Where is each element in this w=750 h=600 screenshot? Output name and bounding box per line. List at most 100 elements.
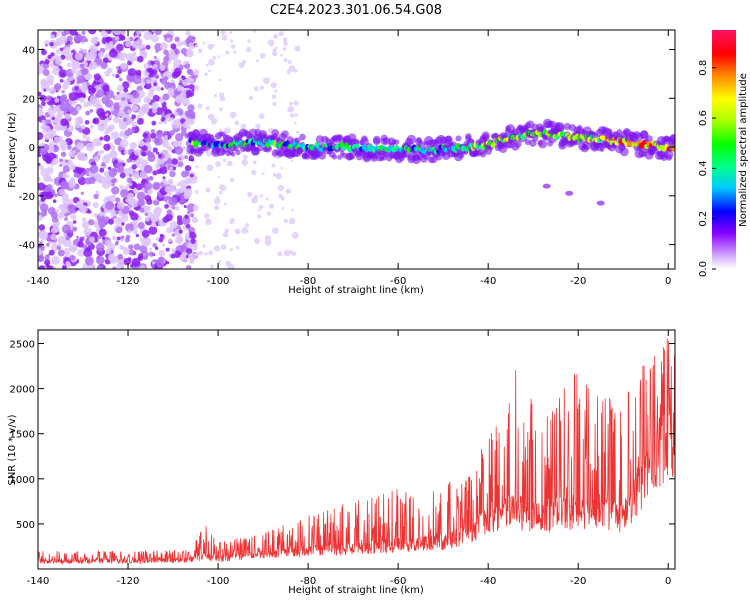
- heatmap-cells: [38, 30, 675, 269]
- heatmap-cell: [183, 204, 187, 209]
- heatmap-cell: [38, 265, 45, 269]
- heatmap-cell: [46, 265, 54, 269]
- heatmap-cell: [354, 139, 360, 145]
- heatmap-cell: [606, 128, 613, 135]
- heatmap-cell: [93, 193, 99, 200]
- heatmap-cell: [79, 63, 85, 69]
- heatmap-cell: [110, 179, 115, 184]
- heatmap-cell: [38, 66, 44, 75]
- heatmap-cell: [151, 120, 157, 126]
- heatmap-cell: [69, 230, 74, 234]
- heatmap-cell: [58, 69, 68, 78]
- heatmap-cell: [103, 153, 111, 161]
- heatmap-cell: [155, 74, 159, 78]
- heatmap-cell: [159, 64, 166, 71]
- heatmap-cell: [168, 238, 173, 243]
- heatmap-cell: [218, 184, 225, 191]
- heatmap-cell: [192, 204, 200, 212]
- heatmap-cell: [271, 94, 277, 99]
- heatmap-cell: [153, 64, 158, 69]
- heatmap-cell: [105, 200, 115, 210]
- heatmap-ytick-label: -20: [19, 192, 35, 203]
- heatmap-cell: [148, 225, 158, 235]
- heatmap-cell: [124, 40, 132, 48]
- heatmap-cell: [125, 223, 135, 233]
- heatmap-cell: [170, 79, 175, 84]
- heatmap-cell: [144, 216, 150, 222]
- heatmap-cell: [92, 117, 100, 125]
- heatmap-cell: [111, 186, 120, 195]
- heatmap-cell: [79, 97, 86, 104]
- heatmap-cell: [122, 162, 126, 167]
- heatmap-cell: [247, 191, 253, 198]
- heatmap-cell: [187, 210, 191, 214]
- heatmap-cell: [129, 141, 137, 150]
- heatmap-cell: [51, 255, 60, 265]
- heatmap-cell: [246, 46, 252, 53]
- heatmap-cell: [208, 59, 215, 66]
- heatmap-cell: [143, 255, 148, 261]
- snr-line: [38, 338, 675, 565]
- heatmap-cell: [81, 236, 85, 240]
- heatmap-cell: [158, 154, 162, 158]
- heatmap-cell: [60, 151, 67, 158]
- heatmap-cell: [91, 98, 101, 108]
- snr-ytick-label: 500: [16, 520, 35, 531]
- heatmap-cell: [152, 94, 160, 102]
- heatmap-cell: [283, 57, 288, 62]
- heatmap-cell: [280, 166, 284, 170]
- heatmap-cell: [114, 35, 120, 41]
- heatmap-cell: [163, 130, 168, 135]
- heatmap-cell: [132, 229, 138, 235]
- heatmap-x-axis-label: Height of straight line (km): [288, 285, 424, 296]
- heatmap-cell: [47, 129, 57, 138]
- heatmap-cell: [75, 167, 83, 175]
- heatmap-cell: [156, 151, 160, 155]
- heatmap-cell: [337, 135, 343, 141]
- heatmap-cell: [150, 221, 157, 228]
- heatmap-cell: [150, 213, 159, 223]
- heatmap-cell: [194, 44, 199, 48]
- heatmap-cell: [131, 121, 138, 128]
- heatmap-cell: [122, 81, 130, 89]
- heatmap-cell: [277, 184, 285, 192]
- heatmap-cell: [105, 248, 112, 254]
- heatmap-cell: [258, 113, 265, 120]
- heatmap-cell: [299, 133, 306, 141]
- heatmap-cell: [60, 181, 70, 190]
- heatmap-cell: [174, 36, 180, 42]
- heatmap-cell: [197, 103, 203, 109]
- heatmap-cell: [55, 37, 64, 46]
- heatmap-cell: [127, 60, 132, 66]
- heatmap-cell: [281, 130, 289, 138]
- heatmap-cell: [81, 67, 89, 75]
- heatmap-cell: [38, 153, 42, 158]
- heatmap-cell: [463, 150, 469, 155]
- heatmap-cell: [74, 52, 83, 61]
- heatmap-cell: [63, 46, 71, 54]
- heatmap-cell: [210, 117, 218, 125]
- heatmap-cell: [158, 249, 166, 257]
- heatmap-cell: [106, 125, 113, 131]
- heatmap-cell: [220, 244, 227, 251]
- heatmap-cell: [110, 145, 116, 151]
- heatmap-cell: [126, 158, 132, 163]
- heatmap-cell: [122, 248, 130, 256]
- heatmap-cell: [51, 158, 59, 165]
- heatmap-cell: [43, 78, 47, 82]
- heatmap-cell: [163, 76, 169, 81]
- heatmap-cell: [266, 211, 271, 216]
- heatmap-cell: [224, 228, 229, 233]
- heatmap-cell: [93, 80, 97, 84]
- heatmap-cell: [198, 250, 204, 256]
- heatmap-cell: [176, 84, 184, 92]
- heatmap-cell: [234, 228, 241, 235]
- heatmap-cell: [120, 189, 129, 198]
- heatmap-cell: [137, 221, 145, 229]
- heatmap-cell: [46, 96, 52, 101]
- heatmap-cell: [162, 176, 166, 180]
- colorbar-label: Normalized spectral amplitude: [738, 73, 749, 227]
- heatmap-cell: [619, 147, 629, 157]
- heatmap-cell: [164, 134, 168, 139]
